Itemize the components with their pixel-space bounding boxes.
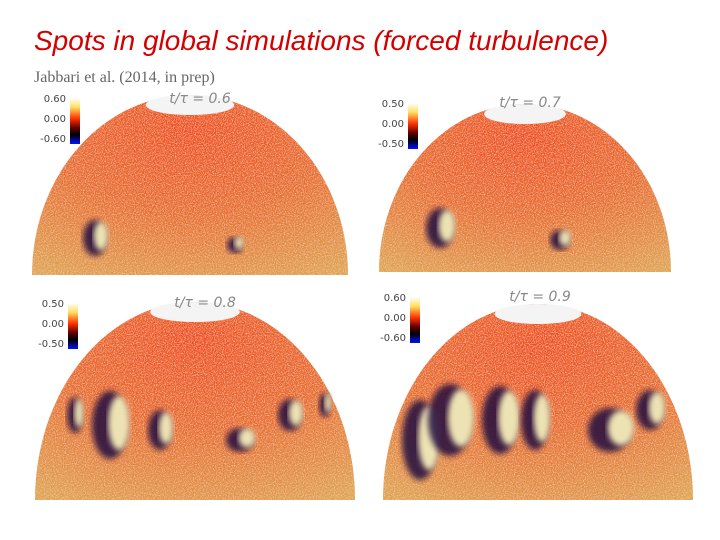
colorbar-tick-label: -0.50 <box>38 339 64 350</box>
spot-bright <box>438 210 456 242</box>
polar-cap <box>150 302 240 322</box>
colorbar-tick-label: 0.60 <box>44 94 66 105</box>
colorbar-tick-label: -0.50 <box>378 139 404 150</box>
colorbar <box>70 98 80 144</box>
colorbar-tick-label: -0.60 <box>40 134 66 145</box>
sphere-dome <box>32 95 348 275</box>
spot-bright <box>533 394 551 442</box>
colorbar <box>408 103 418 149</box>
colorbar <box>68 303 78 349</box>
simulation-panel: t/τ = 0.7 0.50 0.00 -0.50 <box>378 95 671 272</box>
time-label: t/τ = 0.6 <box>169 91 231 107</box>
colorbar-tick-label: 0.50 <box>382 99 404 110</box>
colorbar-tick-label: 0.00 <box>384 313 406 324</box>
spot-bright <box>447 389 475 447</box>
polar-cap <box>145 95 235 115</box>
panels: t/τ = 0.6 0.60 0.00 -0.60 t/τ = 0.7 0.50 0.00 -… <box>32 91 693 500</box>
simulation-panel: t/τ = 0.6 0.60 0.00 -0.60 <box>32 91 348 275</box>
spot-bright <box>234 236 244 250</box>
colorbar-tick-label: 0.60 <box>384 293 406 304</box>
colorbar-tick-label: 0.00 <box>44 114 66 125</box>
colorbar <box>410 297 420 343</box>
sphere-dome <box>379 104 671 272</box>
spot-bright <box>498 390 520 446</box>
time-label: t/τ = 0.9 <box>509 289 571 305</box>
colorbar-tick-label: 0.50 <box>42 299 64 310</box>
time-label: t/τ = 0.7 <box>499 95 561 111</box>
spot-bright <box>648 392 666 424</box>
sphere-dome <box>35 302 355 500</box>
spot-bright <box>238 428 256 448</box>
spot-bright <box>288 400 304 426</box>
spot-bright <box>93 221 109 251</box>
colorbar-tick-label: 0.00 <box>42 319 64 330</box>
colorbar-tick-label: 0.00 <box>382 119 404 130</box>
polar-cap <box>484 104 566 124</box>
slide-title: Spots in global simulations (forced turb… <box>34 25 608 56</box>
spot-bright <box>607 410 635 446</box>
spot-bright <box>324 393 332 413</box>
colorbar-tick-label: -0.60 <box>380 333 406 344</box>
spot-bright <box>108 395 130 451</box>
simulation-panel: t/τ = 0.9 0.60 0.00 -0.60 <box>380 289 693 500</box>
spot-bright <box>158 412 174 444</box>
polar-cap <box>494 304 582 324</box>
spot-bright <box>74 398 84 428</box>
citation: Jabbari et al. (2014, in prep) <box>34 69 215 86</box>
spot-bright <box>559 230 571 246</box>
simulation-panel: t/τ = 0.8 0.50 0.00 -0.50 <box>35 295 355 500</box>
time-label: t/τ = 0.8 <box>174 295 236 311</box>
